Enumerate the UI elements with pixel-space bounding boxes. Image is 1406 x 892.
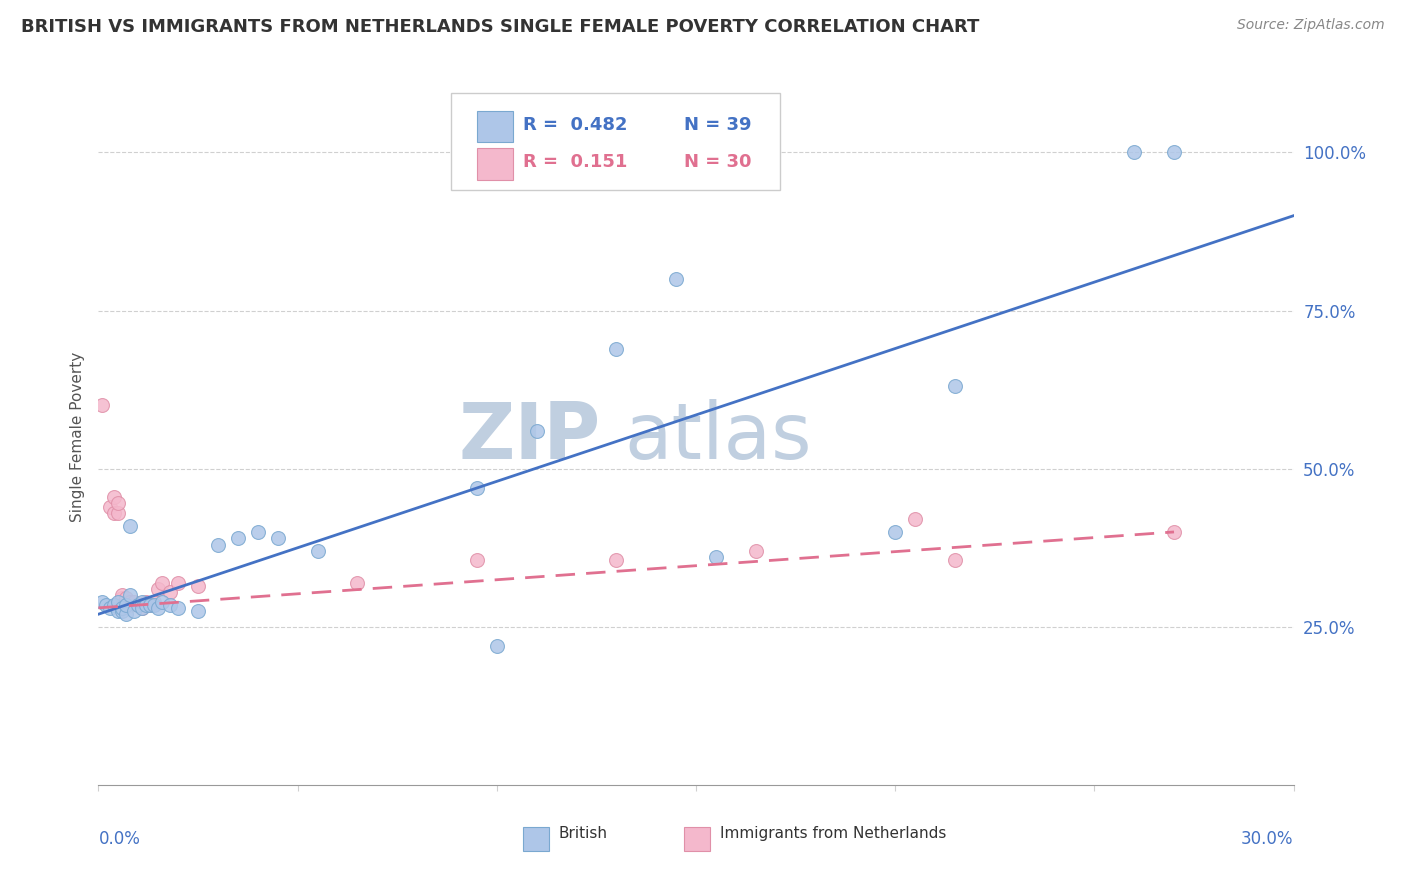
Point <box>226 531 249 545</box>
Point <box>115 607 138 622</box>
FancyBboxPatch shape <box>451 93 780 190</box>
Text: R =  0.151: R = 0.151 <box>523 153 627 171</box>
Point <box>148 600 170 615</box>
Point <box>98 600 122 615</box>
Point <box>346 575 368 590</box>
Point <box>167 575 190 590</box>
Text: atlas: atlas <box>624 399 811 475</box>
Text: 0.0%: 0.0% <box>98 830 141 848</box>
Point <box>107 496 129 510</box>
Point <box>526 424 548 438</box>
Point <box>107 594 129 608</box>
Y-axis label: Single Female Poverty: Single Female Poverty <box>70 352 86 522</box>
Text: 30.0%: 30.0% <box>1241 830 1294 848</box>
Point <box>98 500 122 514</box>
Text: Source: ZipAtlas.com: Source: ZipAtlas.com <box>1237 18 1385 32</box>
Point <box>103 598 125 612</box>
Point <box>103 490 125 504</box>
Point <box>111 600 134 615</box>
Text: ZIP: ZIP <box>458 399 600 475</box>
Point <box>127 598 149 612</box>
Point <box>111 591 134 606</box>
Point <box>187 579 209 593</box>
Point <box>187 604 209 618</box>
Point <box>131 600 153 615</box>
Text: N = 39: N = 39 <box>685 116 752 134</box>
Text: Immigrants from Netherlands: Immigrants from Netherlands <box>720 826 946 841</box>
Text: BRITISH VS IMMIGRANTS FROM NETHERLANDS SINGLE FEMALE POVERTY CORRELATION CHART: BRITISH VS IMMIGRANTS FROM NETHERLANDS S… <box>21 18 980 36</box>
Point <box>115 598 138 612</box>
Point <box>139 598 162 612</box>
Point <box>91 594 114 608</box>
Point <box>485 639 508 653</box>
Point <box>120 588 142 602</box>
Point <box>159 598 181 612</box>
Point <box>207 538 229 552</box>
Point <box>605 553 627 567</box>
Point <box>904 512 927 526</box>
Point <box>150 594 173 608</box>
Point <box>159 585 181 599</box>
Point <box>143 598 166 612</box>
Point <box>91 399 114 413</box>
FancyBboxPatch shape <box>523 827 548 851</box>
Point <box>103 506 125 520</box>
Point <box>465 481 488 495</box>
Point <box>1163 145 1185 160</box>
Point <box>1163 524 1185 539</box>
Text: British: British <box>558 826 607 841</box>
Point <box>943 553 966 567</box>
Point <box>167 600 190 615</box>
Point <box>665 272 688 286</box>
Point <box>120 594 142 608</box>
Point <box>124 594 146 608</box>
Point <box>131 600 153 615</box>
Point <box>135 598 157 612</box>
Point <box>307 544 329 558</box>
FancyBboxPatch shape <box>477 148 513 179</box>
Point <box>127 598 149 612</box>
Point <box>605 342 627 356</box>
Point <box>150 575 173 590</box>
Point <box>96 598 118 612</box>
Text: N = 30: N = 30 <box>685 153 752 171</box>
Point <box>884 524 907 539</box>
Point <box>120 598 142 612</box>
Point <box>131 594 153 608</box>
Text: R =  0.482: R = 0.482 <box>523 116 627 134</box>
Point <box>267 531 290 545</box>
Point <box>111 604 134 618</box>
Point <box>107 604 129 618</box>
Point <box>143 594 166 608</box>
Point <box>124 604 146 618</box>
Point <box>465 553 488 567</box>
Point <box>111 588 134 602</box>
Point <box>148 582 170 596</box>
Point <box>139 598 162 612</box>
Point <box>1123 145 1146 160</box>
Point <box>115 594 138 608</box>
Point <box>246 524 269 539</box>
Point <box>115 591 138 606</box>
FancyBboxPatch shape <box>477 111 513 142</box>
Point <box>704 550 727 565</box>
Point <box>107 506 129 520</box>
Point <box>135 594 157 608</box>
FancyBboxPatch shape <box>685 827 710 851</box>
Point <box>120 518 142 533</box>
Point <box>943 379 966 393</box>
Point <box>745 544 768 558</box>
